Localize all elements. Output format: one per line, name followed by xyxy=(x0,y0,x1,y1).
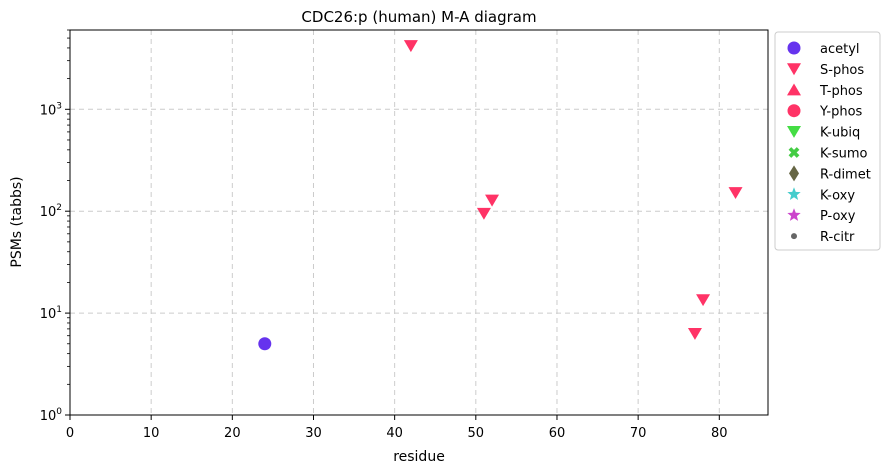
legend-label: K-oxy xyxy=(820,188,855,203)
legend-marker-acetyl xyxy=(787,41,801,55)
axes: 0 10 20 30 40 50 60 70 80 100 101 102 103 xyxy=(40,29,728,441)
legend-marker-r-citr xyxy=(791,233,797,240)
legend-marker-y-phos xyxy=(787,104,801,118)
data-point-s-phos xyxy=(403,40,418,53)
chart-title: CDC26:p (human) M-A diagram xyxy=(301,8,536,26)
x-tick-label: 0 xyxy=(66,426,74,441)
legend-marker-r-dimet xyxy=(789,165,799,182)
data-point-s-phos xyxy=(485,194,500,207)
data-point-s-phos xyxy=(687,327,702,340)
data-point-s-phos xyxy=(696,294,711,307)
legend-marker-t-phos xyxy=(787,83,801,96)
legend-marker-s-phos xyxy=(787,63,801,76)
plot-frame xyxy=(69,29,769,416)
y-axis-label: PSMs (tabbs) xyxy=(9,176,25,267)
x-tick-label: 10 xyxy=(143,426,160,441)
x-tick-label: 80 xyxy=(711,426,728,441)
data-points xyxy=(258,40,743,351)
y-tick-label: 100 xyxy=(40,407,63,424)
legend-box xyxy=(774,31,881,251)
legend: acetyl S-phos T-phos Y-phos K-ubiq K-sumo R-di… xyxy=(774,31,881,251)
legend-label: P-oxy xyxy=(820,209,856,224)
y-tick-label: 103 xyxy=(40,101,62,118)
legend-label: K-ubiq xyxy=(820,126,860,141)
legend-marker-k-oxy xyxy=(787,187,801,200)
legend-label: T-phos xyxy=(819,84,863,99)
x-axis-label: residue xyxy=(393,449,445,465)
legend-marker-k-sumo xyxy=(788,147,800,158)
legend-marker-p-oxy xyxy=(787,208,801,221)
x-tick-label: 30 xyxy=(305,426,322,441)
x-tick-label: 70 xyxy=(630,426,647,441)
legend-label: Y-phos xyxy=(819,105,863,120)
legend-label: K-sumo xyxy=(820,147,868,162)
x-tick-label: 20 xyxy=(224,426,241,441)
y-tick-label: 102 xyxy=(40,203,62,220)
data-point-s-phos xyxy=(728,187,743,199)
data-point-acetyl xyxy=(258,337,272,351)
data-point-s-phos xyxy=(476,207,491,220)
x-tick-label: 50 xyxy=(468,426,485,441)
y-tick-label: 101 xyxy=(40,305,62,322)
legend-marker-k-ubiq xyxy=(787,126,801,138)
legend-label: R-dimet xyxy=(820,167,871,182)
legend-label: R-citr xyxy=(820,230,855,245)
x-tick-label: 40 xyxy=(386,426,403,441)
legend-label: acetyl xyxy=(820,42,860,57)
grid xyxy=(70,30,768,415)
legend-label: S-phos xyxy=(820,63,864,78)
x-tick-label: 60 xyxy=(549,426,566,441)
